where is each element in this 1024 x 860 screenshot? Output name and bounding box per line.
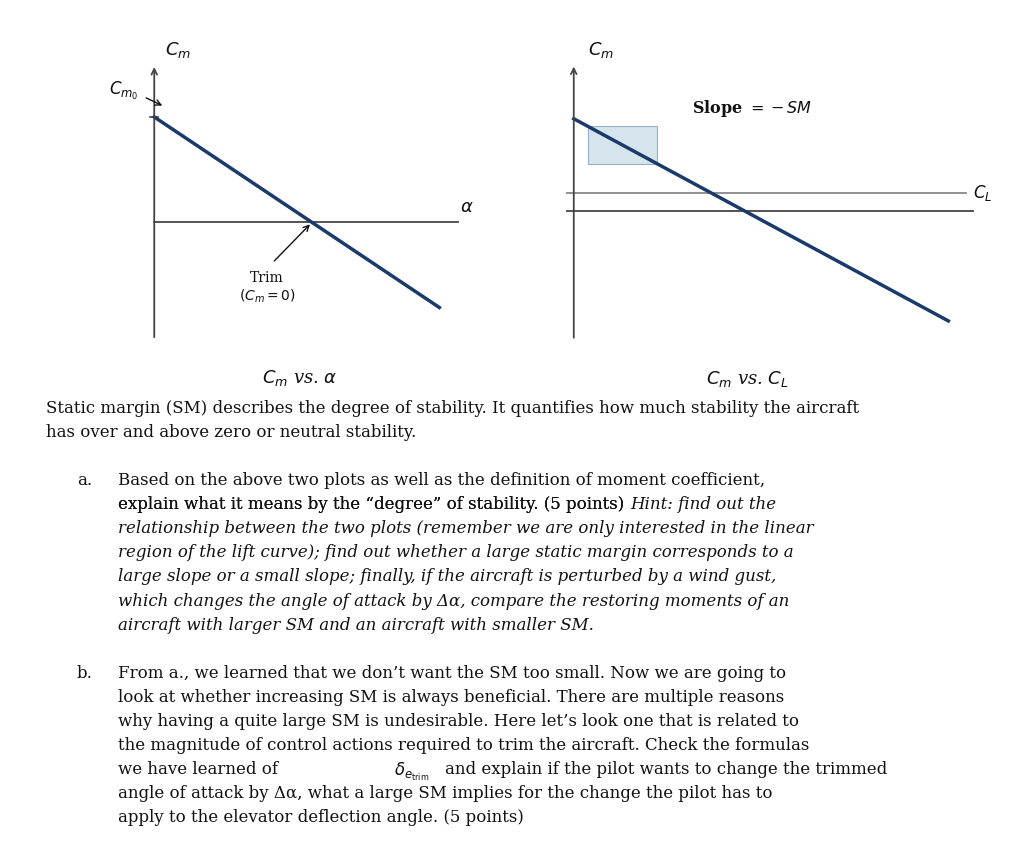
- Text: Based on the above two plots as well as the definition of moment coefficient,: Based on the above two plots as well as …: [118, 472, 765, 489]
- Text: why having a quite large SM is undesirable. Here let’s look one that is related : why having a quite large SM is undesirab…: [118, 713, 799, 730]
- Text: $C_{m_0}$: $C_{m_0}$: [109, 80, 138, 101]
- Text: has over and above zero or neutral stability.: has over and above zero or neutral stabi…: [46, 424, 417, 441]
- Text: explain what it means by the “degree” of stability. (5 points): explain what it means by the “degree” of…: [118, 496, 630, 513]
- Text: large slope or a small slope; finally, if the aircraft is perturbed by a wind gu: large slope or a small slope; finally, i…: [118, 568, 776, 586]
- Text: $\delta_{e_\mathrm{trim}}$: $\delta_{e_\mathrm{trim}}$: [394, 761, 430, 783]
- Text: Static margin (SM) describes the degree of stability. It quantifies how much sta: Static margin (SM) describes the degree …: [46, 400, 859, 417]
- Text: $C_m$ vs. $C_L$: $C_m$ vs. $C_L$: [706, 369, 788, 389]
- Text: Hint: find out the: Hint: find out the: [630, 496, 776, 513]
- Text: apply to the elevator deflection angle. (5 points): apply to the elevator deflection angle. …: [118, 809, 523, 826]
- Text: Trim
$(C_m=0)$: Trim $(C_m=0)$: [239, 271, 296, 305]
- Text: which changes the angle of attack by Δα, compare the restoring moments of an: which changes the angle of attack by Δα,…: [118, 593, 790, 610]
- Text: $\alpha$: $\alpha$: [461, 199, 474, 217]
- Text: look at whether increasing SM is always beneficial. There are multiple reasons: look at whether increasing SM is always …: [118, 689, 784, 706]
- Text: relationship between the two plots (remember we are only interested in the linea: relationship between the two plots (reme…: [118, 520, 813, 538]
- Text: angle of attack by Δα, what a large SM implies for the change the pilot has to: angle of attack by Δα, what a large SM i…: [118, 785, 772, 802]
- Text: aircraft with larger SM and an aircraft with smaller SM.: aircraft with larger SM and an aircraft …: [118, 617, 594, 634]
- Text: we have learned of: we have learned of: [118, 761, 283, 778]
- Text: $C_m$: $C_m$: [588, 40, 613, 60]
- Text: region of the lift curve); find out whether a large static margin corresponds to: region of the lift curve); find out whet…: [118, 544, 794, 562]
- Text: From a., we learned that we don’t want the SM too small. Now we are going to: From a., we learned that we don’t want t…: [118, 665, 785, 682]
- Text: $C_m$: $C_m$: [165, 40, 190, 60]
- Text: $C_L$: $C_L$: [973, 183, 992, 203]
- Text: the magnitude of control actions required to trim the aircraft. Check the formul: the magnitude of control actions require…: [118, 737, 809, 754]
- Text: explain what it means by the “degree” of stability. (5 points): explain what it means by the “degree” of…: [118, 496, 630, 513]
- Bar: [588, 126, 657, 163]
- Text: $C_m$ vs. $\alpha$: $C_m$ vs. $\alpha$: [262, 368, 337, 389]
- Text: Slope $=-SM$: Slope $=-SM$: [691, 97, 812, 119]
- Text: b.: b.: [77, 665, 93, 682]
- Text: and explain if the pilot wants to change the trimmed: and explain if the pilot wants to change…: [445, 761, 888, 778]
- Text: a.: a.: [77, 472, 92, 489]
